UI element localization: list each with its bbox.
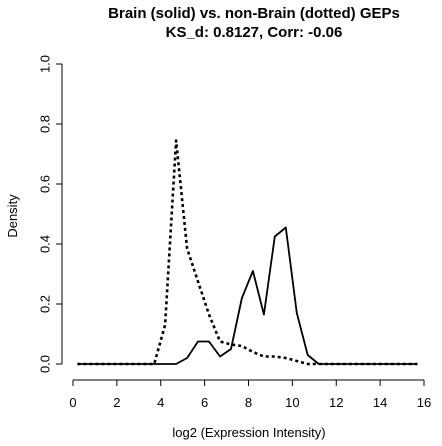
series-line-solid xyxy=(77,226,418,365)
chart-title: Brain (solid) vs. non-Brain (dotted) GEP… xyxy=(108,5,400,22)
y-tick-label: 0.8 xyxy=(37,115,52,133)
x-tick-label: 10 xyxy=(285,395,299,410)
y-axis-title: Density xyxy=(5,194,20,238)
chart-subtitle: KS_d: 0.8127, Corr: -0.06 xyxy=(166,24,343,41)
y-tick-label: 0.4 xyxy=(37,235,52,253)
x-tick-label: 14 xyxy=(373,395,387,410)
y-tick-label: 0.6 xyxy=(37,175,52,193)
x-axis: 0 2 4 6 8 10 12 14 16 xyxy=(69,379,431,410)
x-tick-label: 12 xyxy=(329,395,343,410)
series-line-dotted xyxy=(77,139,418,366)
x-tick-label: 0 xyxy=(69,395,76,410)
plot-area xyxy=(62,50,436,380)
x-tick-label: 2 xyxy=(113,395,120,410)
x-tick-label: 4 xyxy=(157,395,164,410)
y-tick-label: 0.2 xyxy=(37,295,52,313)
x-axis-title: log2 (Expression Intensity) xyxy=(172,425,325,440)
y-tick-label: 0.0 xyxy=(37,355,52,373)
x-tick-label: 16 xyxy=(417,395,431,410)
x-tick-label: 6 xyxy=(201,395,208,410)
y-axis: 0.0 0.2 0.4 0.6 0.8 1.0 xyxy=(37,55,63,373)
series-layer xyxy=(77,139,418,366)
y-tick-label: 1.0 xyxy=(37,55,52,73)
x-tick-label: 8 xyxy=(245,395,252,410)
